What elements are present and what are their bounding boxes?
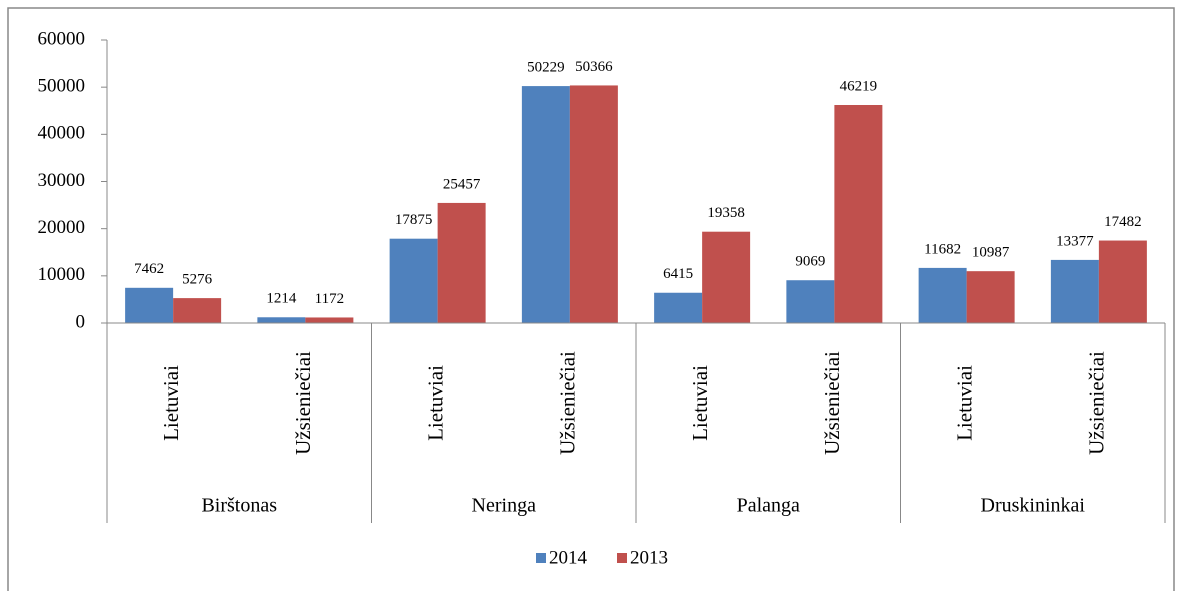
value-label: 46219 xyxy=(840,78,878,94)
bar xyxy=(1050,259,1099,323)
legend-label: 2014 xyxy=(549,547,588,568)
bar xyxy=(305,317,354,323)
value-label: 50229 xyxy=(527,60,565,76)
bar xyxy=(569,85,618,323)
bar xyxy=(257,317,306,323)
value-label: 13377 xyxy=(1056,233,1094,249)
bar xyxy=(702,231,751,323)
legend-label: 2013 xyxy=(630,547,668,568)
y-tick-label: 20000 xyxy=(38,217,86,238)
legend-swatch xyxy=(536,553,546,563)
bar xyxy=(521,86,570,323)
value-label: 17875 xyxy=(395,212,433,228)
x-tick-label: Lietuviai xyxy=(952,365,976,441)
value-label: 50366 xyxy=(575,59,613,75)
x-tick-label: Užsieniečiai xyxy=(556,351,580,455)
value-label: 10987 xyxy=(972,245,1010,261)
y-tick-label: 0 xyxy=(76,311,86,332)
x-tick-label: Užsieniečiai xyxy=(1085,351,1109,455)
bar xyxy=(1098,240,1147,323)
x-tick-label: Lietuviai xyxy=(159,365,183,441)
value-label: 11682 xyxy=(924,241,961,257)
y-tick-label: 30000 xyxy=(38,170,86,191)
y-tick-label: 10000 xyxy=(38,264,86,285)
bar xyxy=(966,271,1015,323)
value-label: 5276 xyxy=(182,272,213,288)
bar xyxy=(437,202,486,323)
bar xyxy=(389,238,438,323)
group-label: Birštonas xyxy=(201,495,277,517)
y-tick-label: 60000 xyxy=(38,28,86,49)
group-label: Neringa xyxy=(472,495,537,517)
bar xyxy=(834,105,883,323)
value-label: 1172 xyxy=(315,291,344,307)
bar xyxy=(654,292,703,323)
value-label: 6415 xyxy=(663,266,693,282)
value-label: 7462 xyxy=(134,261,164,277)
value-label: 17482 xyxy=(1104,214,1142,230)
x-tick-label: Lietuviai xyxy=(423,365,447,441)
x-tick-label: Užsieniečiai xyxy=(820,351,844,455)
legend-swatch xyxy=(617,553,627,563)
bar xyxy=(786,280,835,323)
value-label: 25457 xyxy=(443,176,481,192)
y-tick-label: 40000 xyxy=(38,123,86,144)
bar xyxy=(125,287,174,323)
value-label: 9069 xyxy=(795,254,825,270)
x-tick-label: Užsieniečiai xyxy=(291,351,315,455)
chart-frame xyxy=(7,7,1175,591)
bar xyxy=(918,267,967,323)
group-label: Druskininkai xyxy=(981,495,1086,517)
value-label: 19358 xyxy=(707,205,745,221)
y-tick-label: 50000 xyxy=(38,76,86,97)
bar xyxy=(173,298,222,323)
value-label: 1214 xyxy=(266,291,297,307)
x-tick-label: Lietuviai xyxy=(688,365,712,441)
group-label: Palanga xyxy=(737,495,800,517)
